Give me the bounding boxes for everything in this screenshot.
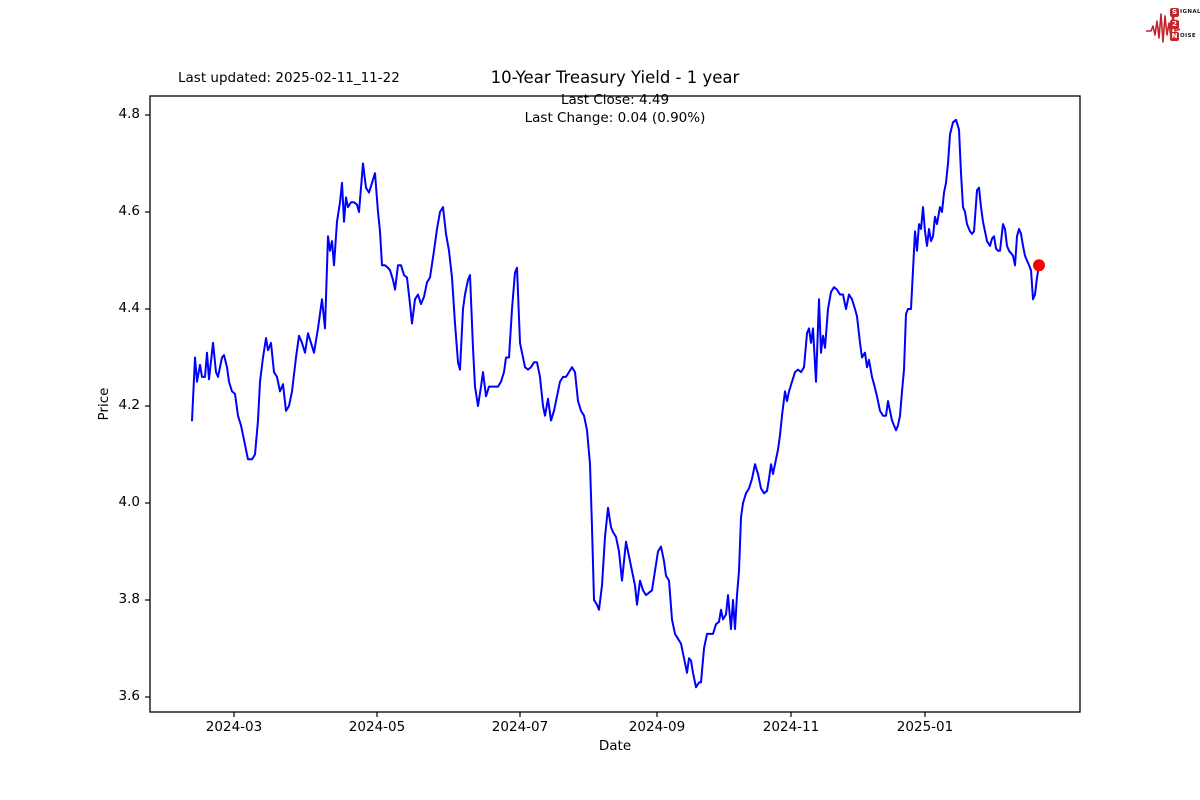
x-tick-label: 2024-07: [491, 719, 549, 735]
tick-marks: [145, 114, 926, 717]
x-tick-label: 2024-05: [348, 719, 406, 735]
last-updated-text: Last updated: 2025-02-11_11-22: [178, 70, 400, 86]
last-close-dot: [1033, 259, 1045, 272]
x-tick-label: 2025-01: [896, 719, 954, 735]
last-close-text: Last Close: 4.49: [560, 92, 670, 108]
y-tick-label: 3.8: [118, 591, 140, 607]
y-tick-label: 4.8: [118, 106, 140, 122]
y-tick-label: 4.6: [118, 203, 140, 219]
logo-row-signal: S IGNAL: [1170, 7, 1200, 17]
x-tick-label: 2024-11: [762, 719, 820, 735]
y-tick-label: 4.4: [118, 300, 140, 316]
logo-row-two: 2: [1170, 19, 1200, 29]
chart-title: 10-Year Treasury Yield - 1 year: [490, 68, 740, 87]
signal2noise-logo: S IGNAL 2 N OISE: [1146, 4, 1200, 52]
x-tick-label: 2024-03: [205, 719, 263, 735]
logo-word-ignal: IGNAL: [1180, 9, 1200, 15]
plot-border: [149, 95, 1081, 713]
y-tick-label: 4.0: [118, 494, 140, 510]
y-tick-label: 3.6: [118, 688, 140, 704]
x-tick-label: 2024-09: [628, 719, 686, 735]
price-line: [191, 118, 1040, 689]
last-change-text: Last Change: 0.04 (0.90%): [524, 110, 706, 126]
y-tick-label: 4.2: [118, 397, 140, 413]
logo-2-badge: 2: [1170, 19, 1179, 29]
logo-n-badge: N: [1170, 31, 1179, 41]
logo-s-badge: S: [1170, 7, 1179, 17]
logo-text: S IGNAL 2 N OISE: [1170, 7, 1200, 43]
x-axis-label: Date: [598, 738, 632, 754]
logo-word-oise: OISE: [1180, 33, 1197, 39]
logo-row-noise: N OISE: [1170, 31, 1200, 41]
